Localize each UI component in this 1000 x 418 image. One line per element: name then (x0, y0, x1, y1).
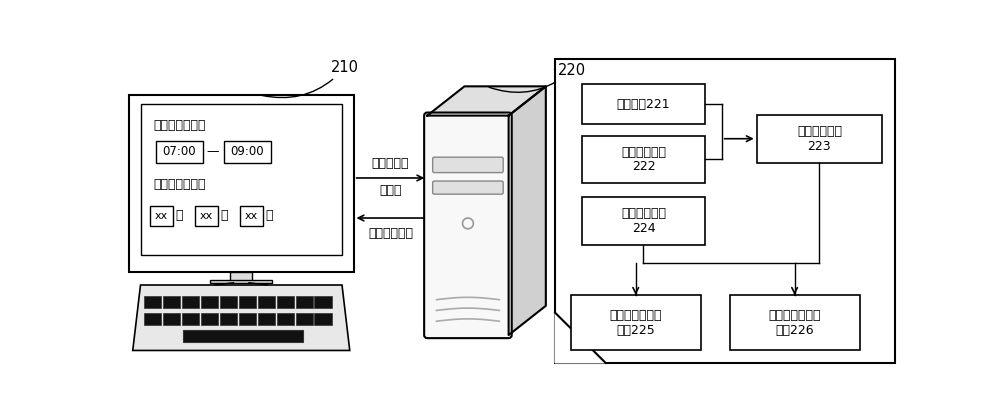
Text: 路网数据221: 路网数据221 (617, 97, 670, 110)
Bar (240, 206, 263, 226)
Text: 请输入分析时段: 请输入分析时段 (153, 119, 205, 132)
Bar (296, 296, 313, 308)
Bar (571, 295, 701, 350)
Bar (314, 296, 332, 308)
Bar (258, 313, 275, 325)
Polygon shape (509, 87, 546, 335)
Text: 220: 220 (489, 63, 586, 92)
Bar (201, 296, 218, 308)
Text: 道路级车流迁徙
数据226: 道路级车流迁徙 数据226 (768, 309, 821, 337)
Text: 区域边界数据
224: 区域边界数据 224 (621, 207, 666, 235)
FancyBboxPatch shape (424, 112, 512, 338)
Bar (140, 104, 342, 255)
Text: xx: xx (155, 211, 168, 221)
Bar (730, 295, 860, 350)
Bar (163, 313, 180, 325)
Bar (258, 296, 275, 308)
Polygon shape (555, 313, 606, 363)
Text: 210: 210 (262, 60, 359, 97)
Text: 行驶轨迹数据
222: 行驶轨迹数据 222 (621, 145, 666, 173)
Polygon shape (427, 87, 546, 116)
Bar (220, 313, 237, 325)
Bar (182, 313, 199, 325)
Bar (183, 331, 303, 342)
Bar (277, 296, 294, 308)
Bar (129, 95, 354, 272)
Text: 析请求: 析请求 (379, 184, 402, 197)
Bar (582, 135, 705, 184)
Bar (220, 296, 237, 308)
Text: 区: 区 (265, 209, 273, 222)
Text: xx: xx (245, 211, 258, 221)
Text: 09:00: 09:00 (231, 145, 264, 158)
Text: 市: 市 (220, 209, 228, 222)
Bar (230, 272, 252, 281)
FancyBboxPatch shape (433, 157, 503, 173)
Bar (239, 313, 256, 325)
Bar (314, 313, 332, 325)
Bar (156, 141, 202, 163)
Text: 车流迁徙分: 车流迁徙分 (372, 157, 409, 170)
Text: 07:00: 07:00 (162, 145, 196, 158)
Bar (296, 313, 313, 325)
Text: xx: xx (200, 211, 213, 221)
Text: 车流迁徙数据: 车流迁徙数据 (368, 227, 413, 240)
FancyBboxPatch shape (433, 181, 503, 194)
Bar (224, 141, 271, 163)
Bar (150, 206, 173, 226)
Polygon shape (133, 285, 350, 350)
Bar (555, 59, 895, 363)
Text: 路网行驶轨迹
223: 路网行驶轨迹 223 (797, 125, 842, 153)
Text: 省: 省 (176, 209, 183, 222)
Bar (582, 197, 705, 245)
Bar (144, 313, 161, 325)
Bar (277, 313, 294, 325)
Bar (195, 206, 218, 226)
Bar (757, 115, 882, 163)
Text: —: — (206, 145, 219, 158)
Text: 请选择分析区域: 请选择分析区域 (153, 178, 205, 191)
Bar (144, 296, 161, 308)
Text: 区域级车流迁徙
数据225: 区域级车流迁徙 数据225 (609, 309, 662, 337)
Bar (239, 296, 256, 308)
Bar (201, 313, 218, 325)
Bar (210, 280, 272, 283)
Bar (163, 296, 180, 308)
Bar (582, 84, 705, 124)
Bar (182, 296, 199, 308)
